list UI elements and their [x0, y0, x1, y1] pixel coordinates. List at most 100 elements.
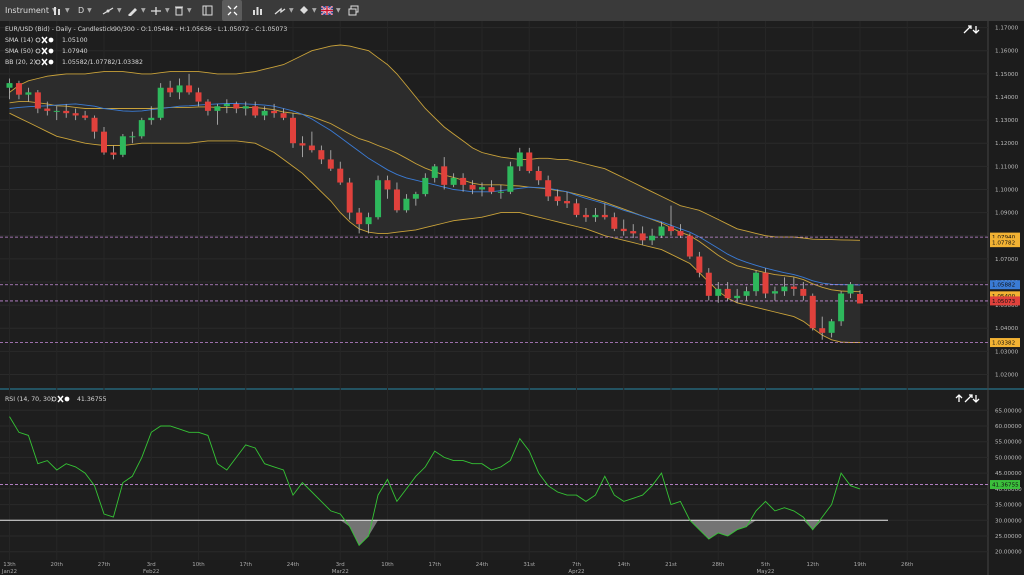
candle	[809, 293, 816, 331]
candle-body	[450, 177, 457, 185]
candle-body	[15, 83, 22, 95]
candle	[469, 180, 476, 195]
line-tool-menu[interactable]: ▼	[102, 0, 122, 21]
price-tag	[990, 232, 1020, 242]
candle	[384, 175, 391, 199]
chart-area[interactable]: 1.17000 1.16000 1.15000 1.14000 1.13000 1.120…	[0, 21, 1024, 575]
panel-button[interactable]	[202, 0, 213, 21]
candle-body	[53, 110, 60, 112]
fill-menu[interactable]: ▼	[298, 0, 317, 21]
price-panel-controls[interactable]	[963, 25, 980, 34]
candle-body	[271, 110, 278, 114]
close-icon[interactable]	[57, 395, 64, 403]
candle-body	[44, 108, 51, 111]
flag-icon	[321, 6, 333, 15]
candle	[204, 99, 211, 116]
price-tick-label: 1.12000	[995, 141, 1019, 147]
candle-body	[261, 110, 268, 116]
rsi-tick-label: 30.00000	[995, 518, 1022, 524]
arrow-down-icon[interactable]	[972, 26, 980, 34]
eye-icon[interactable]	[35, 59, 41, 65]
eye-icon[interactable]	[35, 37, 41, 43]
maximize-icon[interactable]	[963, 25, 972, 34]
rsi-line	[9, 416, 861, 547]
time-tick-label: 10th	[381, 562, 393, 568]
rsi-series	[0, 416, 988, 547]
bb-label: BB (20, 2)	[5, 59, 36, 66]
gear-icon[interactable]	[48, 59, 54, 65]
candle-body	[838, 293, 845, 322]
gear-icon[interactable]	[48, 48, 54, 54]
time-month-label: May22	[756, 569, 774, 575]
candle-body	[214, 106, 221, 111]
candle-body	[403, 198, 410, 211]
rsi-controls[interactable]	[51, 395, 70, 403]
gear-icon[interactable]	[64, 396, 70, 402]
legend-controls[interactable]	[35, 25, 980, 403]
chevron-down-icon: ▼	[65, 7, 70, 14]
rsi-tick-label: 25.00000	[995, 534, 1022, 540]
candle	[582, 207, 589, 222]
candle	[838, 291, 845, 326]
rsi-panel-controls[interactable]	[955, 394, 980, 403]
rsi-tick-label: 60.00000	[995, 424, 1022, 430]
gear-icon[interactable]	[48, 37, 54, 43]
candle-body	[828, 321, 835, 333]
rsi-tick-label: 65.00000	[995, 408, 1022, 414]
candle	[261, 106, 268, 121]
draw-tool-menu[interactable]: ▼	[126, 0, 146, 21]
candle	[771, 286, 778, 301]
candle-body	[479, 187, 485, 190]
close-icon[interactable]	[41, 47, 48, 55]
arrow-up-icon[interactable]	[955, 394, 963, 402]
candle	[715, 281, 722, 303]
candle	[601, 203, 608, 220]
candle-body	[781, 286, 788, 292]
maximize-icon[interactable]	[964, 394, 973, 403]
time-tick-label: 5th	[761, 562, 770, 568]
arrow-down-icon[interactable]	[972, 395, 980, 403]
arrow-icon	[274, 7, 286, 14]
candle-body	[819, 328, 826, 333]
rsi-axis: 65.00000 60.00000 55.00000 50.00000 45.00000…	[990, 408, 1022, 556]
bar-chart-button[interactable]	[252, 0, 263, 21]
arrow-menu[interactable]: ▼	[274, 0, 294, 21]
time-tick-label: 19th	[854, 562, 866, 568]
candle	[299, 136, 306, 158]
candle-body	[573, 203, 580, 215]
candle-body	[101, 131, 107, 153]
candle	[441, 157, 448, 190]
cross-tool-menu[interactable]: ▼	[150, 0, 170, 21]
candle	[101, 127, 107, 155]
rsi-tick-label: 20.00000	[995, 550, 1022, 556]
toolbar: Instrument▼ ▼ D▼ ▼ ▼ ▼ ▼ ▼ ▼ ▼	[0, 0, 1024, 22]
candle	[611, 212, 618, 232]
sma14-value: 1.05100	[62, 37, 88, 44]
instrument-menu[interactable]: Instrument▼	[5, 0, 57, 21]
flag-menu[interactable]: ▼	[321, 0, 341, 21]
rsi-tick-label: 40.00000	[995, 487, 1022, 493]
sma14-controls[interactable]	[35, 36, 54, 44]
close-icon[interactable]	[41, 58, 48, 66]
close-icon[interactable]	[41, 36, 48, 44]
candle-body	[677, 231, 684, 236]
candle-body	[705, 272, 712, 296]
timeframe-menu[interactable]: D ▼	[78, 0, 92, 21]
expand-button[interactable]	[222, 0, 242, 21]
price-tick-label: 1.07000	[995, 257, 1019, 263]
rsi-label: RSI (14, 70, 30)	[5, 396, 53, 403]
eye-icon[interactable]	[51, 396, 57, 402]
window-button[interactable]	[348, 0, 359, 21]
trash-menu[interactable]: ▼	[174, 0, 192, 21]
candle	[403, 194, 410, 213]
eye-icon[interactable]	[35, 48, 41, 54]
sma50-controls[interactable]	[35, 47, 54, 55]
candle-body	[545, 180, 552, 197]
candle-body	[393, 189, 400, 211]
bb-controls[interactable]	[35, 58, 54, 66]
price-tag-label: 1.05882	[992, 283, 1015, 289]
bars-menu[interactable]: ▼	[52, 0, 70, 21]
price-tick-label: 1.16000	[995, 49, 1019, 55]
candle-body	[252, 106, 259, 116]
